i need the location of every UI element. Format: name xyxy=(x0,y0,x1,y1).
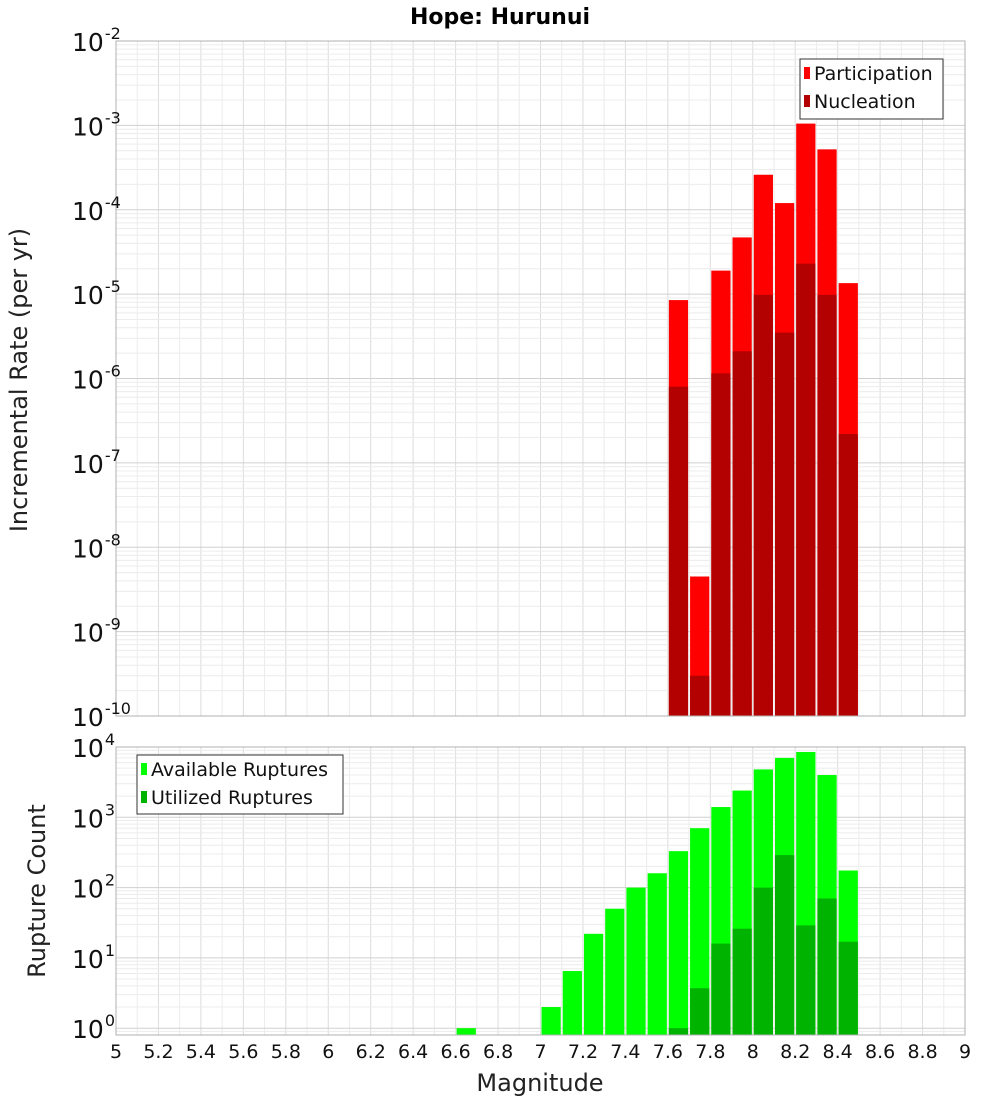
legend-box xyxy=(136,754,344,815)
x-tick-label: 5.4 xyxy=(186,1041,216,1063)
count-bar-utilized-ruptures xyxy=(817,898,837,1035)
x-tick-label: 6.6 xyxy=(440,1041,470,1063)
y-tick-label: 10-10 xyxy=(72,699,131,732)
rate-y-axis-label: Incremental Rate (per yr) xyxy=(5,228,33,532)
y-tick-label: 10-4 xyxy=(72,193,121,226)
y-tick-label: 10-3 xyxy=(72,108,121,141)
x-tick-label: 9 xyxy=(959,1041,971,1063)
x-tick-label: 8 xyxy=(747,1041,759,1063)
rate-bar-nucleation xyxy=(711,373,731,716)
x-tick-label: 5 xyxy=(110,1041,122,1063)
count-bar-available-ruptures xyxy=(562,971,582,1035)
y-tick-label: 10-9 xyxy=(72,615,121,648)
count-bar-utilized-ruptures xyxy=(796,925,816,1035)
legend-swatch xyxy=(141,791,147,803)
count-bar-available-ruptures xyxy=(690,828,710,1035)
x-tick-label: 6.2 xyxy=(356,1041,386,1063)
x-tick-label: 6.4 xyxy=(398,1041,428,1063)
x-tick-label: 5.2 xyxy=(143,1041,173,1063)
legend-swatch xyxy=(141,763,147,775)
count-bar-available-ruptures xyxy=(647,873,667,1035)
rate-bar-nucleation xyxy=(732,351,752,716)
count-bar-utilized-ruptures xyxy=(711,943,731,1035)
count-bar-utilized-ruptures xyxy=(774,855,795,1035)
rate-bar-nucleation xyxy=(690,675,710,716)
x-tick-label: 5.6 xyxy=(228,1041,258,1063)
rate-bar-nucleation xyxy=(838,433,858,716)
count-bar-utilized-ruptures xyxy=(732,928,752,1035)
x-tick-label: 8.2 xyxy=(780,1041,810,1063)
legend-entry: Available Ruptures xyxy=(151,759,328,781)
x-tick-label: 7.4 xyxy=(610,1041,640,1063)
rate-bar-nucleation xyxy=(817,294,837,716)
y-tick-label: 103 xyxy=(72,800,115,833)
plot-frame xyxy=(115,746,966,1036)
count-bar-utilized-ruptures xyxy=(753,887,773,1035)
rate-bar-nucleation xyxy=(668,386,689,716)
count-bar-available-ruptures xyxy=(456,1028,476,1035)
x-axis-label: Magnitude xyxy=(476,1069,603,1097)
count-bar-available-ruptures xyxy=(583,933,604,1035)
count-bar-available-ruptures xyxy=(626,887,646,1035)
count-bar-available-ruptures xyxy=(668,851,689,1035)
legend-entry: Participation xyxy=(814,63,933,85)
count-bar-available-ruptures xyxy=(605,908,625,1035)
rupture-count-panel: 104 103 102 101 100 Available Ruptures Utilize… xyxy=(72,730,971,1063)
legend-swatch xyxy=(804,95,810,107)
x-tick-label: 7.8 xyxy=(695,1041,725,1063)
rate-bar-nucleation xyxy=(774,332,795,716)
plot-frame xyxy=(115,40,966,717)
legend-entry: Utilized Ruptures xyxy=(151,787,313,809)
x-tick-label: 8.6 xyxy=(865,1041,895,1063)
legend-box xyxy=(799,58,944,120)
y-tick-label: 10-6 xyxy=(72,362,121,395)
y-tick-label: 10-8 xyxy=(72,530,121,563)
count-bar-utilized-ruptures xyxy=(690,988,710,1035)
x-tick-label: 8.8 xyxy=(907,1041,937,1063)
rate-panel: 10-2 10-3 10-4 10-5 10-6 10-7 10-8 10-9 10-10 Par… xyxy=(72,24,966,732)
x-tick-label: 7.2 xyxy=(568,1041,598,1063)
x-tick-label: 8.4 xyxy=(823,1041,853,1063)
rate-bar-nucleation xyxy=(796,263,816,716)
x-tick-label: 7 xyxy=(534,1041,546,1063)
y-tick-label: 101 xyxy=(72,941,115,974)
y-tick-label: 10-2 xyxy=(72,24,121,57)
y-tick-label: 100 xyxy=(72,1011,115,1044)
x-tick-label: 5.8 xyxy=(271,1041,301,1063)
y-tick-label: 10-7 xyxy=(72,446,121,479)
rate-bar-nucleation xyxy=(753,294,773,716)
count-bar-utilized-ruptures xyxy=(668,1028,689,1035)
legend-entry: Nucleation xyxy=(814,91,916,113)
chart-title: Hope: Hurunui xyxy=(410,5,590,30)
x-tick-label: 6.8 xyxy=(483,1041,513,1063)
x-tick-label: 7.6 xyxy=(653,1041,683,1063)
legend-swatch xyxy=(804,67,810,79)
y-tick-label: 104 xyxy=(72,730,115,763)
y-tick-label: 102 xyxy=(72,871,115,904)
count-bar-available-ruptures xyxy=(541,1007,561,1035)
x-tick-label: 6 xyxy=(322,1041,334,1063)
y-tick-label: 10-5 xyxy=(72,277,121,310)
count-bar-utilized-ruptures xyxy=(838,941,858,1035)
count-y-axis-label: Rupture Count xyxy=(23,804,51,978)
